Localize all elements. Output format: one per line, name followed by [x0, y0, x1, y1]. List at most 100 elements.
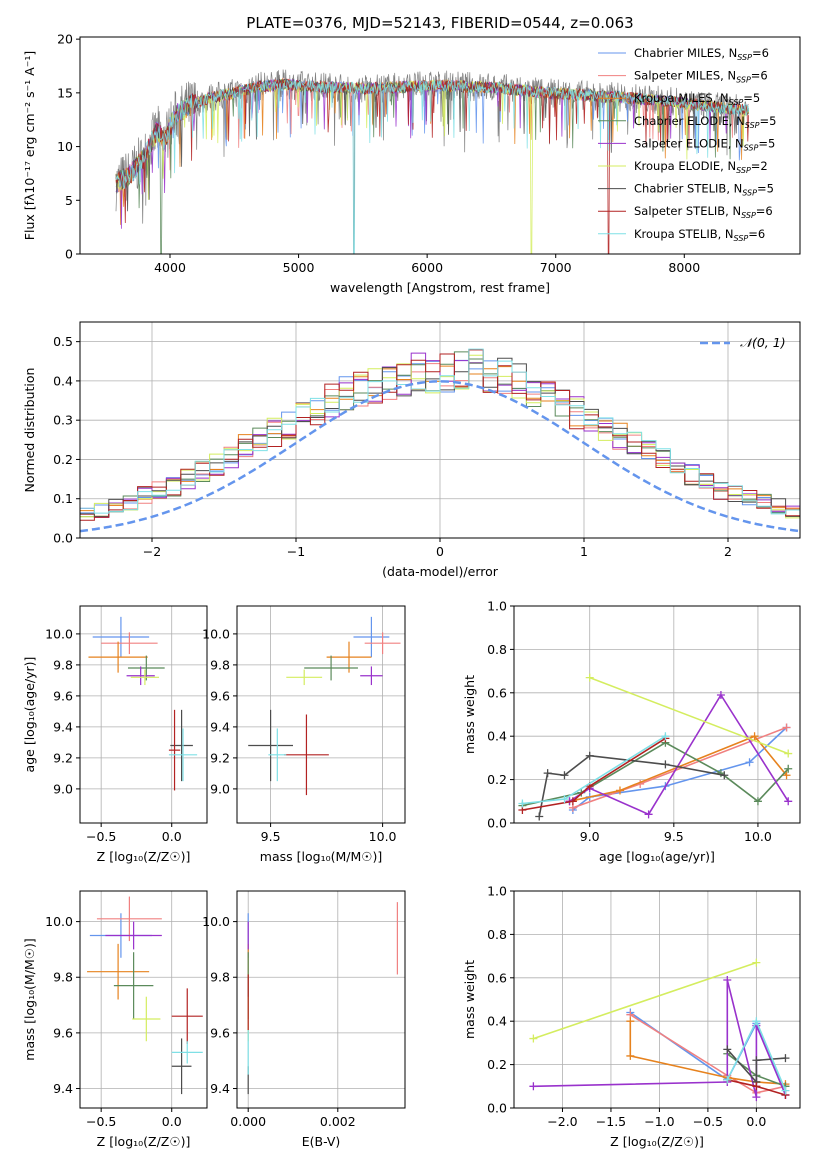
- weight-marker: [543, 769, 552, 778]
- weight-marker: [784, 749, 793, 758]
- data-point: [268, 728, 287, 782]
- histogram-step: [80, 348, 800, 521]
- x-tick-label: 6000: [411, 260, 443, 275]
- y-tick-label: 9.8: [210, 970, 230, 985]
- x-tick-label: 0.0: [162, 1114, 182, 1129]
- legend-text-part: Chabrier STELIB, N: [634, 182, 742, 196]
- y-tick-label: 0.8: [487, 642, 507, 657]
- weight-marker: [752, 1093, 761, 1102]
- weight-marker: [750, 732, 759, 741]
- y-tick-label: 9.6: [53, 1025, 73, 1040]
- legend-entry: Kroupa MILES, NSSP=5: [634, 91, 760, 107]
- x-tick-label: −0.5: [86, 1114, 116, 1129]
- x-tick-label: 8000: [668, 260, 700, 275]
- weight-marker: [626, 1051, 635, 1060]
- y-tick-label: 1.0: [487, 884, 507, 899]
- data-point: [88, 641, 148, 673]
- weight-marker: [615, 786, 624, 795]
- age_vs_Z-axes: −0.5 0.0 9.0 9.2 9.4 9.6 9.8 10.0 Z [log₁₀(Z/Z☉)…: [22, 606, 207, 864]
- y-axis-label: Flux [fλ10⁻¹⁷ erg cm⁻² s⁻¹ A⁻¹]: [22, 51, 37, 240]
- y-tick-label: 0.0: [487, 816, 507, 831]
- weights_vs_age-frame: [513, 605, 801, 824]
- model-spectrum: [115, 79, 749, 254]
- weight-marker: [752, 958, 761, 967]
- data-point: [126, 666, 155, 686]
- x-tick-label: 9.5: [261, 829, 281, 844]
- age_vs_Z-points: [88, 616, 198, 791]
- y-tick-label: 10: [57, 139, 73, 154]
- data-point: [105, 921, 162, 950]
- data-point: [286, 669, 323, 686]
- mass_vs_ebv-points: [247, 902, 398, 1095]
- weights_vs_Z-axes: −2.0 −1.5 −1.0 −0.5 0.0 0.0 0.2 0.4 0.6 0.8 1.0 Z […: [462, 884, 800, 1149]
- y-tick-label: 5: [65, 193, 73, 208]
- data-point: [132, 996, 161, 1042]
- weight-marker: [626, 1017, 635, 1026]
- x-tick-label: 0.0: [746, 1114, 766, 1129]
- y-tick-label: 9.8: [53, 657, 73, 672]
- weight-marker: [560, 771, 569, 780]
- x-axis-label: wavelength [Angstrom, rest frame]: [330, 280, 550, 295]
- legend-text-part: Kroupa ELODIE, N: [634, 159, 736, 173]
- weight-line: [569, 693, 789, 816]
- legend-text-part: SSP: [736, 76, 751, 85]
- legend-text-part: =5: [758, 136, 775, 150]
- x-axis-label: Z [log₁₀(Z/Z☉)]: [610, 1134, 704, 1149]
- y-tick-label: 1.0: [487, 599, 507, 614]
- legend-entry: 𝒩(0, 1): [740, 335, 786, 350]
- weight-line: [533, 979, 787, 1098]
- y-axis-label: mass [log₁₀(M/M☉)]: [22, 938, 37, 1060]
- y-tick-label: 20: [57, 32, 73, 47]
- legend-text-part: SSP: [736, 166, 751, 175]
- y-tick-label: 10.0: [45, 914, 73, 929]
- weight-marker: [661, 732, 670, 741]
- data-point: [92, 616, 150, 658]
- x-axis-label: Z [log₁₀(Z/Z☉)]: [97, 849, 191, 864]
- legend-text-part: SSP: [744, 143, 759, 152]
- y-axis-label: mass weight: [462, 675, 477, 754]
- legend-text-part: Salpeter STELIB, N: [634, 204, 741, 218]
- x-axis-label: (data-model)/error: [382, 564, 499, 579]
- y-tick-label: 9.4: [210, 1081, 230, 1096]
- x-tick-label: −2: [143, 544, 161, 559]
- y-tick-label: 0.4: [487, 1014, 507, 1029]
- y-tick-label: 9.8: [53, 970, 73, 985]
- x-tick-label: 10.0: [369, 829, 397, 844]
- weight-line: [629, 1014, 786, 1094]
- legend-text-part: SSP: [737, 53, 752, 62]
- y-tick-label: 9.4: [210, 719, 230, 734]
- x-tick-label: 0.0: [162, 829, 182, 844]
- y-tick-label: 0.2: [53, 452, 73, 467]
- y-tick-label: 0.1: [53, 491, 73, 506]
- y-tick-label: 9.4: [53, 719, 73, 734]
- weight-marker: [585, 673, 594, 682]
- weight-marker: [720, 771, 729, 780]
- y-tick-label: 9.6: [210, 1025, 230, 1040]
- legend-entry: Kroupa STELIB, NSSP=6: [634, 227, 765, 243]
- x-tick-label: −1.5: [596, 1114, 626, 1129]
- x-tick-label: −1.0: [644, 1114, 674, 1129]
- legend-text-part: =6: [756, 204, 773, 218]
- weights_vs_Z-series: [529, 958, 790, 1102]
- data-point: [101, 632, 158, 655]
- weight-marker: [752, 1056, 761, 1065]
- legend-entry: Kroupa ELODIE, NSSP=2: [634, 159, 768, 175]
- x-tick-label: −2.0: [547, 1114, 577, 1129]
- legend-text-part: =6: [751, 69, 768, 83]
- data-point: [171, 988, 203, 1045]
- weight-marker: [784, 797, 793, 806]
- legend-text-part: Kroupa STELIB, N: [634, 227, 734, 241]
- legend-text-part: SSP: [741, 211, 756, 220]
- legend-text-part: =5: [757, 182, 774, 196]
- legend-entry: Salpeter STELIB, NSSP=6: [634, 204, 773, 220]
- x-axis-label: age [log₁₀(age/yr)]: [599, 849, 715, 864]
- data-point: [304, 655, 358, 681]
- data-point: [248, 709, 293, 782]
- legend-text-part: Salpeter ELODIE, N: [634, 136, 744, 150]
- histogram-step: [80, 352, 800, 521]
- weight-marker: [585, 751, 594, 760]
- spectrum-lines: [115, 69, 749, 254]
- weight-marker: [781, 1054, 790, 1063]
- x-tick-label: 9.0: [580, 829, 600, 844]
